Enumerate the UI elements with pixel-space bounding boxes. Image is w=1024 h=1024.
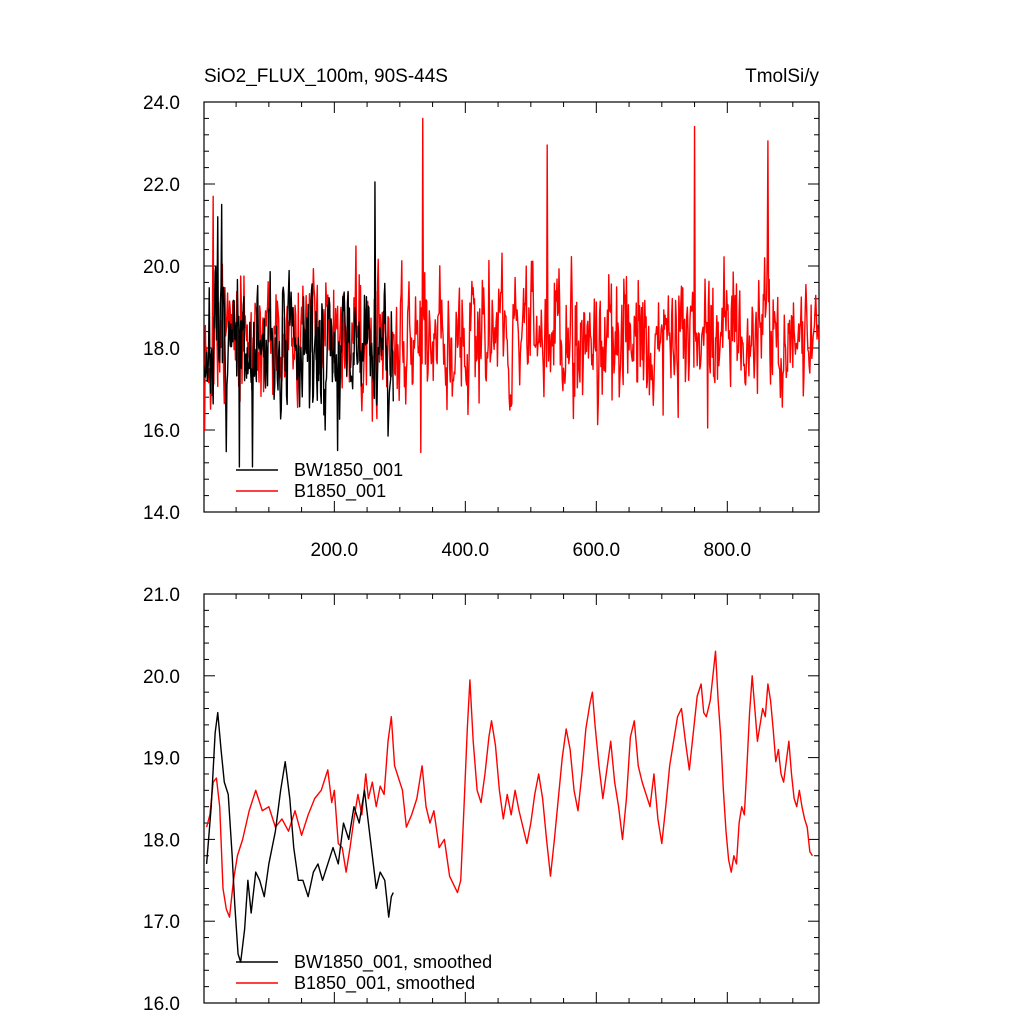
y-tick-label: 22.0 <box>143 175 180 196</box>
series-line-bw1850-001-smoothed <box>205 711 394 963</box>
y-tick-label: 20.0 <box>143 257 180 278</box>
series-line-b1850-001 <box>204 117 819 454</box>
y-tick-label: 19.0 <box>143 749 180 770</box>
x-tick-label: 600.0 <box>573 540 621 561</box>
y-tick-label: 14.0 <box>143 503 180 524</box>
legend-label-b1850-smoothed: B1850_001, smoothed <box>294 973 475 994</box>
chart-title: SiO2_FLUX_100m, 90S-44S <box>204 66 448 87</box>
bottom-legend: BW1850_001, smoothed B1850_001, smoothed <box>236 952 492 994</box>
x-tick-label: 800.0 <box>704 540 752 561</box>
legend-label-bw1850-smoothed: BW1850_001, smoothed <box>294 952 492 973</box>
plot-frame <box>203 101 820 513</box>
y-tick-label: 17.0 <box>143 912 180 933</box>
y-tick-label: 18.0 <box>143 830 180 851</box>
legend-label-b1850: B1850_001 <box>294 481 386 502</box>
units-label: TmolSi/y <box>745 66 819 87</box>
y-tick-label: 18.0 <box>143 339 180 360</box>
series-line-b1850-001-smoothed <box>205 650 814 918</box>
plot-frame <box>203 593 820 1004</box>
x-tick-label: 200.0 <box>311 540 359 561</box>
y-tick-label: 16.0 <box>143 421 180 442</box>
x-tick-label: 400.0 <box>442 540 490 561</box>
bottom-panel: 16.0 17.0 18.0 19.0 20.0 21.0 <box>143 585 820 1015</box>
series-line-bw1850-001 <box>204 181 394 468</box>
y-tick-label: 24.0 <box>143 93 180 114</box>
y-tick-label: 21.0 <box>143 585 180 606</box>
legend-label-bw1850: BW1850_001 <box>294 460 403 481</box>
top-legend: BW1850_001 B1850_001 <box>236 460 403 502</box>
y-tick-label: 16.0 <box>143 994 180 1015</box>
y-tick-label: 20.0 <box>143 667 180 688</box>
top-panel: 14.0 16.0 18.0 20.0 22.0 24.0 200.0 400.0 600.0 8… <box>143 93 820 561</box>
